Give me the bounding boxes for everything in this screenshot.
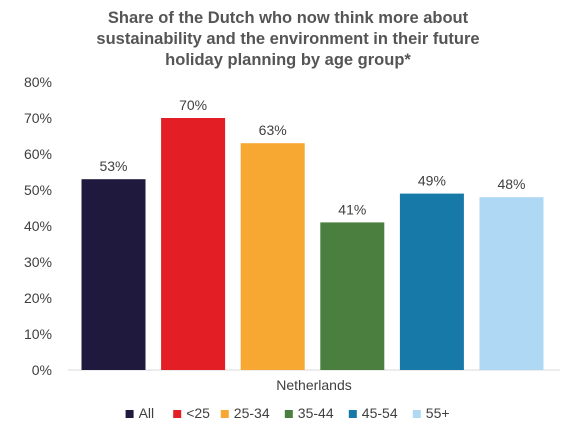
legend-swatch — [220, 410, 229, 418]
legend-entry: 35-44 — [298, 405, 334, 421]
legend-swatch — [412, 410, 421, 418]
data-labels: 53% 70% 63% 41% 49% 48% — [99, 97, 525, 217]
legend-swatch — [173, 410, 182, 418]
y-tick-label: 50% — [24, 182, 52, 198]
chart-title-line-3: holiday planning by age group* — [165, 51, 411, 69]
chart-title-line-1: Share of the Dutch who now think more ab… — [108, 9, 469, 27]
y-tick-label: 0% — [32, 362, 52, 378]
legend-entry: <25 — [186, 405, 210, 421]
y-tick-label: 10% — [24, 326, 52, 342]
y-tick-label: 70% — [24, 110, 52, 126]
bar — [81, 179, 146, 370]
data-label: 63% — [259, 122, 287, 138]
legend-entry: 45-54 — [362, 405, 398, 421]
y-tick-label: 40% — [24, 218, 52, 234]
legend-swatch — [284, 410, 293, 418]
legend-entry: 25-34 — [234, 405, 270, 421]
y-tick-label: 20% — [24, 290, 52, 306]
legend-entry: 55+ — [426, 405, 450, 421]
legend-entry: All — [139, 405, 155, 421]
bar — [479, 197, 544, 370]
bar — [240, 143, 305, 370]
bar — [399, 193, 464, 370]
data-label: 70% — [179, 97, 207, 113]
chart-title-line-2: sustainability and the environment in th… — [96, 30, 479, 48]
y-tick-label: 60% — [24, 146, 52, 162]
y-axis: 0% 10% 20% 30% 40% 50% 60% 70% 80% — [24, 74, 52, 378]
bar — [320, 222, 385, 370]
data-label: 48% — [497, 176, 525, 192]
x-category-label: Netherlands — [276, 377, 352, 393]
chart-title: Share of the Dutch who now think more ab… — [96, 9, 479, 69]
y-tick-label: 80% — [24, 74, 52, 90]
bar — [161, 118, 226, 370]
data-label: 49% — [418, 173, 446, 189]
legend: All <25 25-34 35-44 45-54 55+ — [125, 405, 450, 421]
data-label: 53% — [99, 158, 127, 174]
y-tick-label: 30% — [24, 254, 52, 270]
legend-swatch — [348, 410, 357, 418]
data-label: 41% — [338, 201, 366, 217]
bars — [81, 118, 544, 370]
legend-swatch — [125, 410, 134, 418]
